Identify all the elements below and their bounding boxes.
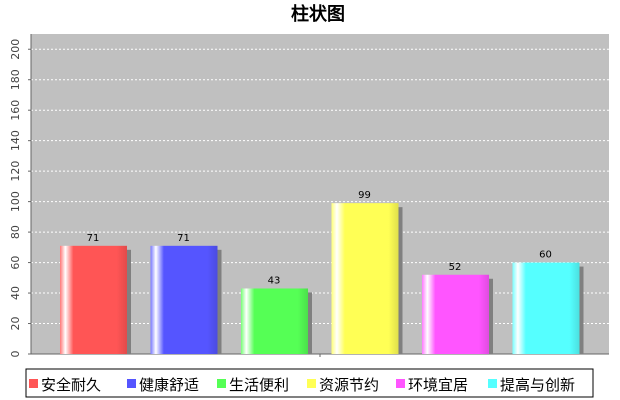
legend-label: 资源节约 [319, 376, 379, 394]
legend-swatch [29, 379, 38, 388]
bar-value-label: 71 [177, 233, 190, 244]
legend-label: 环境宜居 [408, 376, 468, 394]
y-tick-label: 140 [9, 130, 22, 151]
y-tick-label: 0 [9, 351, 22, 358]
bar-1 [60, 245, 127, 354]
legend-label: 生活便利 [229, 376, 289, 394]
legend-swatch [488, 379, 497, 388]
y-tick-label: 160 [9, 100, 22, 121]
y-tick-label: 80 [9, 225, 22, 239]
axes: 0 20 40 60 80 100 120 140 160 180 200 [9, 34, 609, 358]
legend-swatch [217, 379, 226, 388]
bar-3 [241, 288, 308, 354]
legend-swatch [307, 379, 316, 388]
legend: 安全耐久 健康舒适 生活便利 资源节约 环境宜居 提高与创新 [25, 368, 594, 398]
y-tick-label: 180 [9, 69, 22, 90]
bar-6 [512, 262, 580, 354]
y-tick-label: 120 [9, 161, 22, 182]
bar-value-label: 52 [449, 262, 462, 273]
legend-swatch [127, 379, 136, 388]
legend-label: 提高与创新 [500, 376, 575, 394]
bar-value-label: 60 [539, 250, 552, 261]
bar-5 [422, 274, 489, 354]
legend-label: 健康舒适 [139, 376, 199, 394]
y-tick-label: 100 [9, 191, 22, 212]
value-labels: 71 71 43 99 52 60 [87, 190, 552, 286]
y-tick-label: 20 [9, 317, 22, 331]
legend-label: 安全耐久 [41, 376, 101, 394]
chart-title: 柱状图 [291, 3, 345, 25]
bar-value-label: 99 [358, 190, 371, 201]
y-tick-label: 60 [9, 256, 22, 270]
bar-value-label: 43 [268, 275, 281, 286]
bars [60, 203, 584, 354]
bar-2 [150, 245, 218, 354]
legend-swatch [396, 379, 405, 388]
y-tick-label: 200 [9, 39, 22, 60]
bar-4 [331, 203, 399, 354]
bar-value-label: 71 [87, 233, 100, 244]
y-tick-label: 40 [9, 286, 22, 300]
